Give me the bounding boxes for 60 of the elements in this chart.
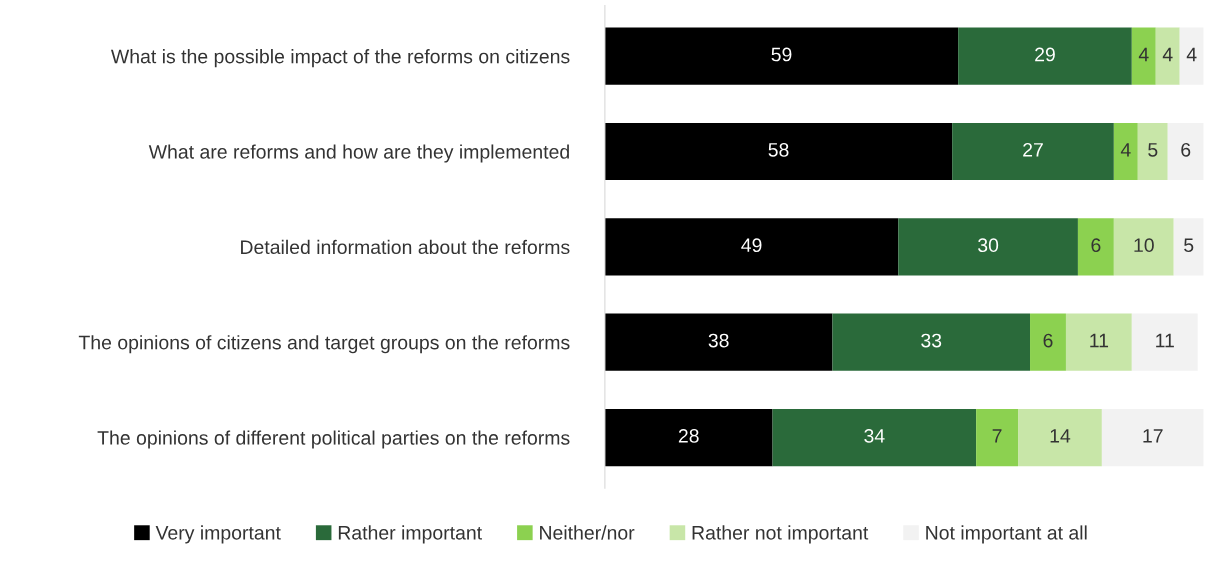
bar xyxy=(1101,408,1204,467)
y-tick-label: The opinions of citizens and target groups on the reforms xyxy=(78,335,570,354)
bar xyxy=(1113,122,1138,181)
data-label: 58 xyxy=(768,142,789,157)
bar xyxy=(604,313,833,371)
bar xyxy=(952,122,1114,181)
bar xyxy=(604,122,953,181)
data-label: 6 xyxy=(1091,238,1101,253)
data-label: 6 xyxy=(1043,333,1053,348)
bar xyxy=(976,408,1019,467)
data-label: 7 xyxy=(992,429,1002,443)
data-label: 59 xyxy=(771,47,792,62)
bar xyxy=(772,408,977,467)
data-label: 49 xyxy=(741,238,762,253)
bar xyxy=(1018,408,1102,467)
data-label: 4 xyxy=(1138,47,1149,62)
data-label: 5 xyxy=(1148,143,1158,157)
bar xyxy=(1167,122,1204,181)
bar xyxy=(1030,313,1066,371)
y-tick-label: What are reforms and how are they implemented xyxy=(148,144,569,163)
data-label: 29 xyxy=(1035,47,1055,62)
bar xyxy=(1113,218,1174,276)
y-tick-label: Detailed information about the reforms xyxy=(241,239,570,255)
data-label: 34 xyxy=(864,428,885,443)
data-label: 17 xyxy=(1143,429,1163,443)
bar xyxy=(1077,218,1114,276)
bar xyxy=(604,408,773,467)
y-tick-label: The opinions of different political parties on the reforms xyxy=(97,430,570,449)
data-label: 10 xyxy=(1134,238,1154,253)
bar xyxy=(1155,27,1180,85)
bar xyxy=(604,27,959,85)
data-label: 30 xyxy=(978,238,999,253)
bar xyxy=(1131,313,1198,371)
data-label: 11 xyxy=(1156,333,1174,348)
data-label: 6 xyxy=(1181,142,1191,157)
data-label: 5 xyxy=(1184,238,1194,253)
bar xyxy=(1173,218,1204,276)
bar xyxy=(1137,122,1168,181)
legend-label: Rather important xyxy=(338,525,482,544)
legend-label: Not important at all xyxy=(926,525,1087,544)
legend-label: Very important xyxy=(155,525,281,544)
legend-label: Neither/nor xyxy=(540,525,635,540)
data-label: 38 xyxy=(708,333,729,348)
data-label: 4 xyxy=(1186,47,1197,62)
data-label: 33 xyxy=(921,333,942,348)
bar xyxy=(1131,27,1156,85)
data-label: 28 xyxy=(678,428,699,443)
bar xyxy=(832,313,1031,371)
bar xyxy=(1065,313,1132,371)
data-label: 14 xyxy=(1050,429,1071,443)
data-label: 4 xyxy=(1120,143,1131,157)
y-tick-label: What is the possible impact of the reforms on citizens xyxy=(110,49,570,68)
legend-label: Rather not important xyxy=(692,525,869,544)
bar xyxy=(958,27,1132,85)
data-label: 27 xyxy=(1023,142,1043,157)
bar xyxy=(604,218,899,276)
data-label: 11 xyxy=(1090,333,1109,348)
bar xyxy=(1179,27,1204,85)
bar xyxy=(898,218,1078,276)
data-label: 4 xyxy=(1162,47,1173,62)
